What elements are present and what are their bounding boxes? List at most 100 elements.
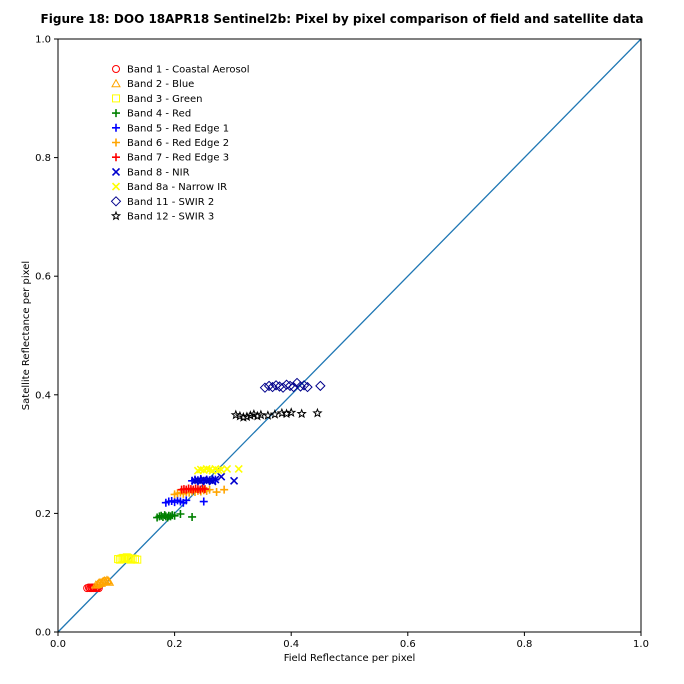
data-point: [182, 496, 191, 505]
legend-item: Band 3 - Green: [112, 94, 202, 105]
series-3: [114, 553, 142, 564]
legend-item: Band 8a - Narrow IR: [111, 182, 227, 193]
legend-label: Band 8 - NIR: [127, 167, 190, 178]
data-point: [217, 472, 226, 481]
series-11: [230, 407, 323, 422]
data-point: [269, 408, 281, 419]
data-point: [270, 380, 282, 391]
plot-area: [57, 38, 642, 633]
legend-item: Band 4 - Red: [112, 109, 191, 120]
legend-item: Band 2 - Blue: [111, 78, 194, 90]
data-point: [252, 410, 263, 421]
y-tick-label: 0.6: [35, 272, 51, 283]
reference-line: [57, 38, 642, 633]
data-point: [245, 410, 256, 420]
legend-label: Band 7 - Red Edge 3: [127, 153, 229, 164]
series-2: [91, 575, 115, 589]
legend-label: Band 8a - Narrow IR: [127, 182, 227, 193]
legend-label: Band 4 - Red: [127, 109, 191, 120]
legend-marker: [110, 210, 122, 221]
y-tick-label: 0.0: [35, 628, 51, 639]
series-10: [259, 377, 326, 393]
data-point: [238, 411, 249, 422]
legend-label: Band 6 - Red Edge 2: [127, 138, 229, 149]
legend-marker: [112, 94, 120, 103]
data-point: [130, 555, 139, 564]
data-point: [104, 577, 115, 586]
y-tick-label: 0.4: [35, 390, 51, 401]
plot-frame: [57, 38, 642, 633]
x-tick-label: 0.6: [400, 639, 416, 650]
legend-item: Band 11 - SWIR 2: [110, 196, 214, 208]
legend-label: Band 11 - SWIR 2: [127, 197, 214, 208]
legend-item: Band 8 - NIR: [111, 167, 190, 178]
y-tick-label: 1.0: [35, 35, 51, 46]
data-point: [133, 555, 142, 564]
x-tick-label: 1.0: [633, 639, 649, 650]
data-point: [281, 379, 292, 390]
data-point: [234, 464, 243, 473]
data-point: [262, 410, 274, 420]
data-point: [259, 382, 271, 393]
x-tick-label: 0.4: [283, 639, 299, 650]
data-point: [296, 408, 307, 419]
data-point: [212, 488, 221, 497]
data-point: [122, 553, 131, 562]
data-point: [117, 554, 126, 563]
data-point: [241, 411, 253, 422]
legend-item: Band 1 - Coastal Aerosol: [112, 65, 250, 76]
y-axis-label: Satellite Reflectance per pixel: [21, 261, 32, 410]
data-point: [312, 407, 323, 418]
legend-marker: [112, 123, 120, 132]
data-point: [220, 485, 229, 494]
legend-item: Band 7 - Red Edge 3: [112, 153, 229, 164]
y-axis: 0.0 0.2 0.4 0.6 0.8 1.0: [35, 35, 58, 639]
legend-label: Band 1 - Coastal Aerosol: [127, 65, 250, 76]
legend-item: Band 12 - SWIR 3: [110, 210, 214, 223]
series-4: [153, 509, 197, 522]
legend-label: Band 12 - SWIR 3: [127, 212, 214, 223]
chart-title: Figure 18: DOO 18APR18 Sentinel2b: Pixel…: [41, 12, 644, 26]
legend-marker: [112, 65, 120, 73]
data-point: [170, 511, 179, 520]
x-tick-label: 0.8: [516, 639, 532, 650]
x-tick-label: 0.2: [167, 639, 183, 650]
legend-item: Band 6 - Red Edge 2: [112, 138, 229, 149]
legend-marker: [112, 109, 120, 118]
legend-marker: [110, 196, 122, 207]
legend-marker: [112, 153, 120, 162]
y-tick-label: 0.2: [35, 509, 51, 520]
legend-label: Band 2 - Blue: [127, 79, 194, 90]
x-tick-label: 0.0: [50, 639, 66, 650]
y-tick-label: 0.8: [35, 153, 51, 164]
data-point: [128, 554, 137, 563]
legend-item: Band 5 - Red Edge 1: [112, 123, 229, 134]
x-axis: 0.0 0.2 0.4 0.6 0.8 1.0: [50, 632, 649, 650]
data-point: [199, 497, 208, 506]
data-point: [188, 512, 197, 521]
legend-marker: [111, 167, 121, 176]
data-point: [126, 555, 135, 564]
data-point: [102, 575, 112, 584]
data-point: [223, 464, 232, 473]
data-point: [276, 407, 288, 418]
data-point: [286, 407, 297, 417]
legend-label: Band 5 - Red Edge 1: [127, 123, 229, 134]
data-point: [211, 475, 220, 484]
data-point: [315, 380, 326, 392]
data-point: [214, 466, 223, 475]
legend-marker: [111, 182, 121, 191]
data-point: [302, 381, 313, 393]
data-point: [230, 409, 241, 420]
series-8: [190, 472, 239, 486]
legend: Band 1 - Coastal Aerosol Band 2 - Blue Ban…: [110, 65, 250, 223]
data-point: [255, 409, 267, 420]
data-point: [230, 476, 239, 485]
data-point: [200, 485, 209, 494]
legend-marker: [112, 138, 120, 147]
data-point: [284, 380, 296, 392]
legend-marker: [111, 78, 121, 88]
series-7: [177, 484, 209, 494]
data-point: [298, 380, 310, 391]
